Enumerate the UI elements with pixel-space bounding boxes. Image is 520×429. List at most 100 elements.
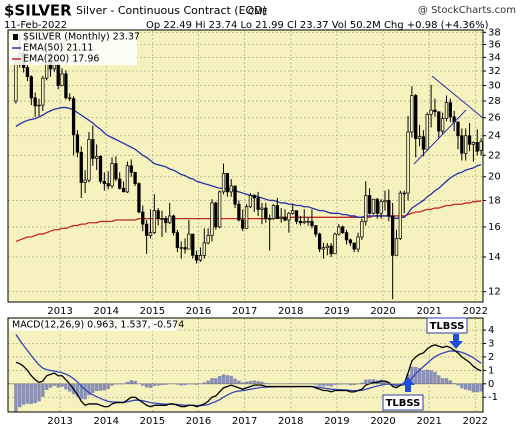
legend-box	[9, 319, 177, 331]
candle-body	[267, 218, 272, 220]
histogram-bar	[233, 378, 237, 384]
candle-body	[475, 142, 479, 152]
candle-body	[417, 136, 422, 139]
candle-body	[148, 232, 153, 236]
histogram-bar	[314, 383, 318, 385]
candle-body	[168, 215, 172, 224]
annotation-box	[382, 394, 424, 411]
y-tick-label: 2	[488, 352, 494, 363]
quote: Op 22.49 Hi 23.74 Lo 21.99 Cl 23.37 Vol …	[146, 20, 489, 31]
candle-body	[391, 215, 395, 256]
candle-body	[460, 135, 464, 154]
histogram-bar	[317, 383, 322, 386]
y-tick-label: 28	[488, 96, 501, 107]
histogram-bar	[348, 383, 353, 386]
histogram-bar	[460, 383, 464, 389]
candle-body	[14, 62, 18, 102]
candle-body	[329, 245, 333, 255]
candle-body	[160, 218, 164, 220]
annotation-box	[426, 317, 468, 334]
candle-body	[287, 212, 291, 221]
histogram-bar	[183, 383, 187, 386]
candle-body	[406, 131, 410, 194]
x-tick-label: 2014	[94, 306, 119, 317]
y-tick-label: 12	[488, 287, 501, 298]
candle-body	[425, 113, 429, 150]
candle-body	[144, 223, 149, 236]
candle-body	[456, 121, 460, 137]
line-series	[15, 106, 482, 220]
candle-body	[214, 202, 218, 228]
y-tick-label: 30	[488, 81, 501, 92]
candle-body	[179, 247, 183, 249]
histogram-bar	[106, 383, 110, 390]
histogram-bar	[244, 381, 249, 384]
candle-body	[114, 163, 118, 180]
arrow-down	[449, 334, 463, 349]
candle-body	[102, 180, 106, 184]
histogram-bar	[33, 383, 37, 404]
candle-body	[95, 155, 99, 159]
histogram-bar	[429, 370, 433, 384]
candle-body	[83, 179, 87, 183]
candle-body	[110, 163, 114, 187]
histogram-bar	[194, 383, 199, 385]
candle-body	[98, 155, 103, 182]
candle-body	[421, 136, 426, 150]
histogram-bar	[452, 383, 456, 384]
y-tick-label: 24	[488, 131, 501, 142]
histogram-bar	[333, 383, 337, 385]
histogram-bar	[52, 383, 57, 386]
candle-body	[79, 151, 83, 183]
candle-body	[348, 239, 353, 244]
x-tick-label: 2018	[278, 416, 303, 427]
legend-label: EMA(50) 21.11	[23, 43, 93, 54]
y-tick-label: 1	[488, 365, 494, 376]
histogram-bar	[110, 383, 114, 386]
histogram-bar	[456, 383, 460, 386]
histogram-bar	[367, 379, 372, 384]
histogram-bar	[448, 380, 453, 384]
histogram-bar	[152, 383, 157, 386]
candle-body	[279, 216, 283, 219]
trend-line	[413, 109, 467, 165]
candle-body	[414, 95, 418, 139]
candle-body	[448, 102, 452, 118]
candle-body	[118, 178, 122, 189]
candle-body	[298, 221, 303, 224]
candle-body	[314, 225, 318, 235]
legend-label: $SILVER (Monthly) 23.37	[23, 32, 140, 43]
histogram-bar	[210, 378, 214, 384]
histogram-bar	[337, 383, 341, 385]
candle-body	[271, 205, 276, 219]
legend-swatch	[13, 34, 18, 40]
candle-body	[183, 247, 187, 250]
candle-body	[41, 77, 45, 106]
candle-body	[129, 165, 133, 173]
candle-body	[125, 165, 130, 193]
candle-body	[202, 242, 206, 256]
candle-body	[75, 134, 80, 153]
y-tick-label: 18	[488, 195, 501, 206]
x-tick-label: 2014	[94, 416, 119, 427]
histogram-bar	[56, 383, 60, 388]
candle-body	[68, 97, 72, 100]
histogram-bar	[364, 379, 368, 384]
histogram-bar	[94, 383, 99, 392]
histogram-bar	[360, 382, 364, 384]
y-tick-label: 14	[488, 252, 501, 263]
histogram-bar	[437, 375, 441, 384]
candle-body	[71, 98, 76, 136]
histogram-bar	[237, 380, 241, 384]
histogram-bar	[144, 383, 149, 388]
histogram-bar	[225, 375, 230, 384]
candle-body	[344, 232, 349, 241]
candle-body	[379, 201, 383, 214]
annotation-text: TLBSS	[430, 321, 465, 332]
histogram-bar	[206, 380, 210, 384]
histogram-bar	[98, 383, 103, 391]
histogram-bar	[425, 369, 429, 384]
watermark: @ StockCharts.com	[418, 5, 516, 16]
candle-body	[325, 245, 329, 248]
